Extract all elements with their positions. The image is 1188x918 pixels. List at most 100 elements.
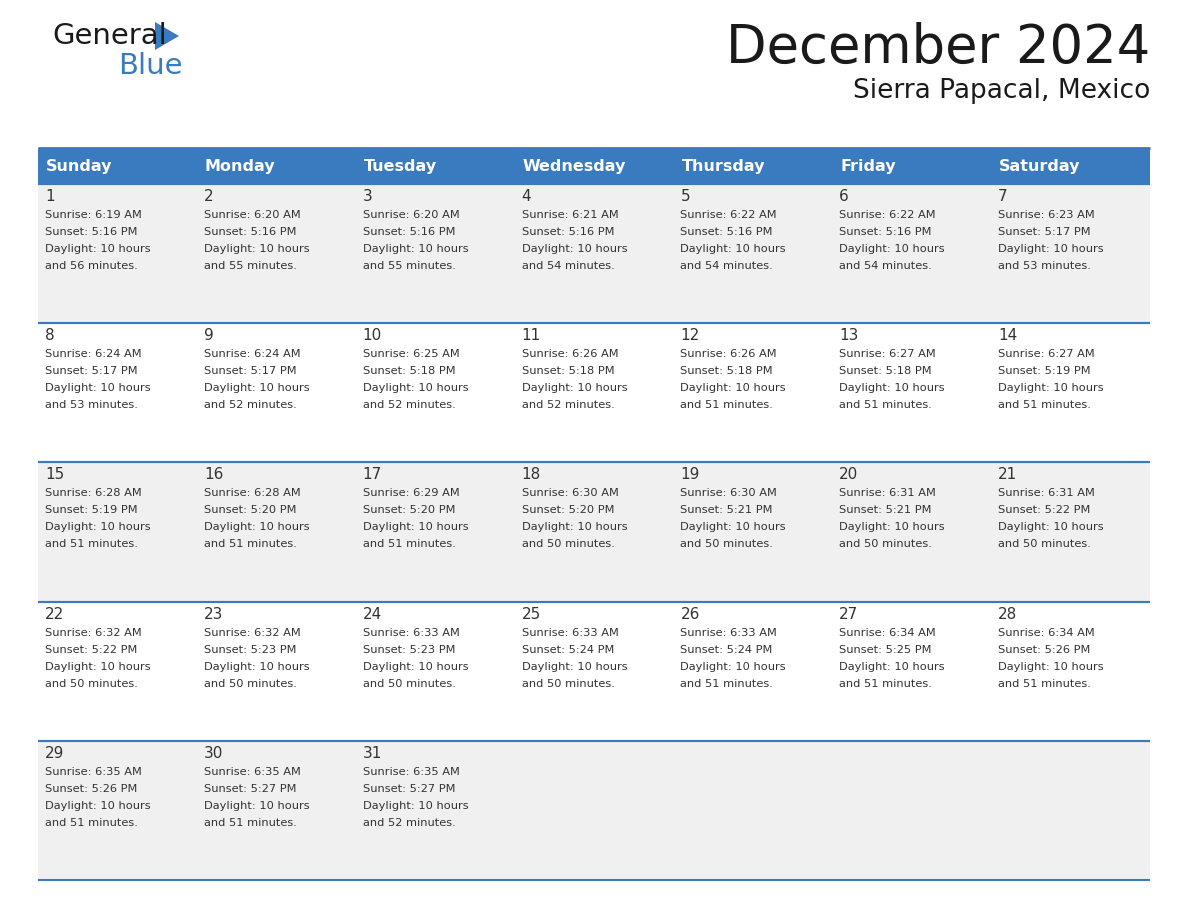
Text: 29: 29	[45, 745, 64, 761]
Text: and 51 minutes.: and 51 minutes.	[839, 400, 933, 410]
Text: Sunset: 5:19 PM: Sunset: 5:19 PM	[998, 366, 1091, 376]
Text: Sunset: 5:27 PM: Sunset: 5:27 PM	[362, 784, 455, 794]
Text: 31: 31	[362, 745, 383, 761]
Text: 10: 10	[362, 329, 383, 343]
Text: Sunset: 5:25 PM: Sunset: 5:25 PM	[839, 644, 931, 655]
Bar	[514, 148, 674, 184]
Text: and 51 minutes.: and 51 minutes.	[45, 818, 138, 828]
Text: and 51 minutes.: and 51 minutes.	[204, 818, 297, 828]
Text: Sunrise: 6:33 AM: Sunrise: 6:33 AM	[681, 628, 777, 638]
Text: Daylight: 10 hours: Daylight: 10 hours	[204, 800, 310, 811]
Text: and 50 minutes.: and 50 minutes.	[45, 678, 138, 688]
Text: Sunset: 5:16 PM: Sunset: 5:16 PM	[681, 227, 773, 237]
Text: Sunset: 5:22 PM: Sunset: 5:22 PM	[998, 506, 1091, 515]
Text: 19: 19	[681, 467, 700, 482]
Bar	[991, 148, 1150, 184]
Text: Sunset: 5:17 PM: Sunset: 5:17 PM	[45, 366, 138, 376]
Text: Daylight: 10 hours: Daylight: 10 hours	[45, 522, 151, 532]
Text: Sunrise: 6:32 AM: Sunrise: 6:32 AM	[204, 628, 301, 638]
Text: Daylight: 10 hours: Daylight: 10 hours	[522, 522, 627, 532]
Text: Sunset: 5:23 PM: Sunset: 5:23 PM	[362, 644, 455, 655]
Text: Daylight: 10 hours: Daylight: 10 hours	[839, 244, 944, 254]
Text: and 50 minutes.: and 50 minutes.	[681, 540, 773, 549]
Text: Daylight: 10 hours: Daylight: 10 hours	[681, 383, 786, 393]
Text: 15: 15	[45, 467, 64, 482]
Text: Sunrise: 6:24 AM: Sunrise: 6:24 AM	[204, 349, 301, 359]
Text: and 51 minutes.: and 51 minutes.	[45, 540, 138, 549]
Text: Sunrise: 6:24 AM: Sunrise: 6:24 AM	[45, 349, 141, 359]
Text: Sunrise: 6:28 AM: Sunrise: 6:28 AM	[204, 488, 301, 498]
Text: and 55 minutes.: and 55 minutes.	[204, 261, 297, 271]
Text: Daylight: 10 hours: Daylight: 10 hours	[681, 244, 786, 254]
Text: December 2024: December 2024	[726, 22, 1150, 74]
Text: and 54 minutes.: and 54 minutes.	[681, 261, 773, 271]
Text: Sunset: 5:17 PM: Sunset: 5:17 PM	[204, 366, 297, 376]
Text: Daylight: 10 hours: Daylight: 10 hours	[522, 662, 627, 672]
Text: Sunset: 5:16 PM: Sunset: 5:16 PM	[522, 227, 614, 237]
Text: Sunrise: 6:30 AM: Sunrise: 6:30 AM	[522, 488, 619, 498]
Text: 25: 25	[522, 607, 541, 621]
Text: Sunrise: 6:31 AM: Sunrise: 6:31 AM	[998, 488, 1095, 498]
Text: and 50 minutes.: and 50 minutes.	[204, 678, 297, 688]
Text: 24: 24	[362, 607, 383, 621]
Text: Blue: Blue	[118, 52, 183, 80]
Text: 11: 11	[522, 329, 541, 343]
Text: Sunset: 5:23 PM: Sunset: 5:23 PM	[204, 644, 296, 655]
Text: Daylight: 10 hours: Daylight: 10 hours	[362, 244, 468, 254]
Text: Sunrise: 6:27 AM: Sunrise: 6:27 AM	[839, 349, 936, 359]
Text: Sunrise: 6:22 AM: Sunrise: 6:22 AM	[681, 210, 777, 220]
Text: 21: 21	[998, 467, 1017, 482]
Text: Daylight: 10 hours: Daylight: 10 hours	[204, 383, 310, 393]
Text: Sunset: 5:22 PM: Sunset: 5:22 PM	[45, 644, 138, 655]
Text: Sunrise: 6:21 AM: Sunrise: 6:21 AM	[522, 210, 618, 220]
Text: Friday: Friday	[840, 159, 896, 174]
Text: Daylight: 10 hours: Daylight: 10 hours	[362, 800, 468, 811]
Text: Daylight: 10 hours: Daylight: 10 hours	[681, 522, 786, 532]
Text: Daylight: 10 hours: Daylight: 10 hours	[522, 244, 627, 254]
Text: Sunset: 5:17 PM: Sunset: 5:17 PM	[998, 227, 1091, 237]
Text: Sunrise: 6:35 AM: Sunrise: 6:35 AM	[204, 767, 301, 777]
Text: 28: 28	[998, 607, 1017, 621]
Polygon shape	[154, 22, 179, 50]
Text: Sunrise: 6:27 AM: Sunrise: 6:27 AM	[998, 349, 1095, 359]
Text: 5: 5	[681, 189, 690, 204]
Text: Sunset: 5:18 PM: Sunset: 5:18 PM	[362, 366, 455, 376]
Text: Sunset: 5:20 PM: Sunset: 5:20 PM	[204, 506, 296, 515]
Text: Sunset: 5:26 PM: Sunset: 5:26 PM	[45, 784, 138, 794]
Bar	[38, 463, 1150, 601]
Text: Sunset: 5:16 PM: Sunset: 5:16 PM	[45, 227, 138, 237]
Text: Daylight: 10 hours: Daylight: 10 hours	[839, 522, 944, 532]
Text: Thursday: Thursday	[682, 159, 765, 174]
Text: and 51 minutes.: and 51 minutes.	[681, 400, 773, 410]
Text: Monday: Monday	[204, 159, 276, 174]
Text: 12: 12	[681, 329, 700, 343]
Text: 8: 8	[45, 329, 55, 343]
Text: 17: 17	[362, 467, 383, 482]
Text: Daylight: 10 hours: Daylight: 10 hours	[998, 383, 1104, 393]
Text: Sunrise: 6:32 AM: Sunrise: 6:32 AM	[45, 628, 141, 638]
Text: Daylight: 10 hours: Daylight: 10 hours	[45, 800, 151, 811]
Text: Sunset: 5:16 PM: Sunset: 5:16 PM	[204, 227, 296, 237]
Text: 26: 26	[681, 607, 700, 621]
Text: 16: 16	[204, 467, 223, 482]
Text: and 52 minutes.: and 52 minutes.	[522, 400, 614, 410]
Bar	[38, 184, 1150, 323]
Text: Daylight: 10 hours: Daylight: 10 hours	[362, 383, 468, 393]
Text: and 52 minutes.: and 52 minutes.	[362, 818, 455, 828]
Text: Sunrise: 6:34 AM: Sunrise: 6:34 AM	[839, 628, 936, 638]
Text: Sunrise: 6:19 AM: Sunrise: 6:19 AM	[45, 210, 141, 220]
Text: and 51 minutes.: and 51 minutes.	[998, 678, 1091, 688]
Text: Saturday: Saturday	[999, 159, 1081, 174]
Bar	[38, 741, 1150, 880]
Text: 6: 6	[839, 189, 849, 204]
Text: and 53 minutes.: and 53 minutes.	[45, 400, 138, 410]
Text: General: General	[52, 22, 166, 50]
Bar	[197, 148, 355, 184]
Text: Sunset: 5:27 PM: Sunset: 5:27 PM	[204, 784, 296, 794]
Bar	[833, 148, 991, 184]
Text: Sunrise: 6:35 AM: Sunrise: 6:35 AM	[45, 767, 141, 777]
Text: and 50 minutes.: and 50 minutes.	[998, 540, 1091, 549]
Text: Sunrise: 6:20 AM: Sunrise: 6:20 AM	[362, 210, 460, 220]
Text: Sunrise: 6:26 AM: Sunrise: 6:26 AM	[681, 349, 777, 359]
Text: Sunrise: 6:35 AM: Sunrise: 6:35 AM	[362, 767, 460, 777]
